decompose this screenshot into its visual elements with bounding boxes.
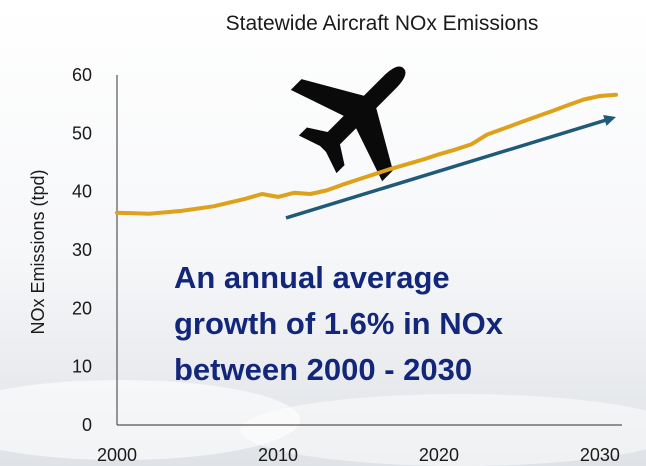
airplane-icon bbox=[290, 66, 406, 182]
y-tick-label: 40 bbox=[72, 182, 92, 202]
trend-arrow-head bbox=[603, 115, 616, 126]
x-tick-label: 2010 bbox=[258, 445, 298, 465]
y-tick-label: 30 bbox=[72, 240, 92, 260]
x-tick-labels: 2000 2010 2020 2030 bbox=[97, 445, 620, 465]
annotation-line: An annual average bbox=[174, 260, 450, 295]
y-tick-label: 50 bbox=[72, 123, 92, 143]
y-tick-label: 10 bbox=[72, 357, 92, 377]
y-tick-labels: 0 10 20 30 40 50 60 bbox=[72, 65, 92, 435]
trend-arrow bbox=[285, 115, 616, 220]
x-tick-label: 2020 bbox=[419, 445, 459, 465]
trend-arrow-shaft bbox=[285, 118, 607, 220]
y-axis-label: NOx Emissions (tpd) bbox=[28, 169, 48, 334]
y-tick-label: 60 bbox=[72, 65, 92, 85]
x-tick-label: 2000 bbox=[97, 445, 137, 465]
series-line bbox=[115, 92, 618, 216]
y-tick-label: 20 bbox=[72, 298, 92, 318]
annotation-line: between 2000 - 2030 bbox=[174, 352, 472, 387]
y-tick-label: 0 bbox=[82, 415, 92, 435]
annotation-text: An annual average growth of 1.6% in NOx be… bbox=[174, 260, 504, 387]
x-tick-label: 2030 bbox=[580, 445, 620, 465]
annotation-line: growth of 1.6% in NOx bbox=[174, 306, 504, 341]
chart-title: Statewide Aircraft NOx Emissions bbox=[226, 12, 539, 35]
series-group bbox=[115, 92, 618, 216]
